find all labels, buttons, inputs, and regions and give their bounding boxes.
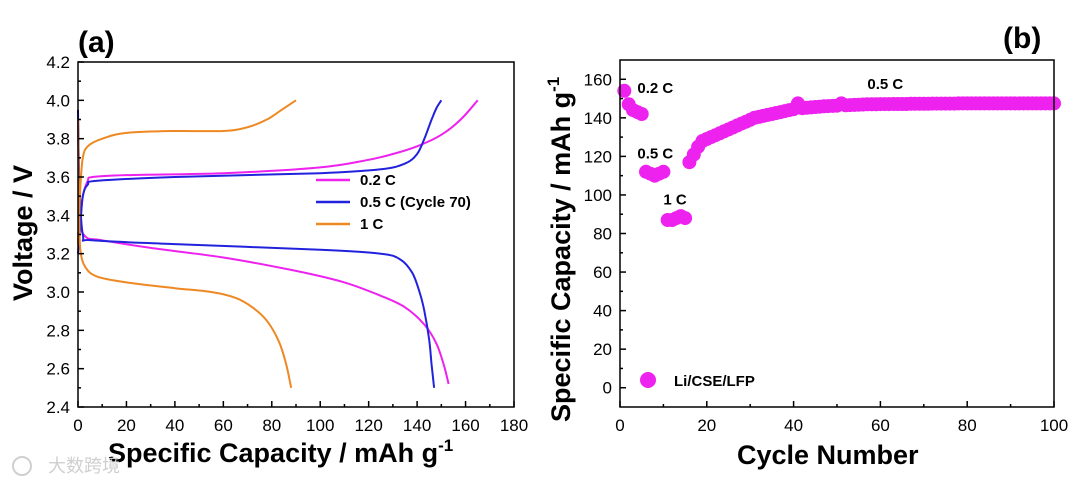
panel-a-x-tick-label: 60 [214,416,233,435]
panel-a-x-tick-label: 20 [117,416,136,435]
data-point [678,211,693,226]
panel-a-label: (a) [78,26,115,59]
panel-b-y-tick-label: 80 [593,225,612,244]
data-point [634,107,649,121]
panel-a-y-tick-label: 2.4 [46,398,70,417]
panel-b-x-tick-label: 100 [1040,416,1068,435]
panel-a-y-tick-label: 3.6 [46,168,70,187]
panel-a-y-tick-label: 3.8 [46,130,70,149]
watermark-text: 大数跨境 [48,456,120,477]
legend-label-0: 0.2 C [360,172,396,189]
panel-b-y-tick-label: 160 [584,70,612,89]
panel-b-y-axis-title: Specific Capacity / mAh g-1 [544,77,576,422]
panel-b-y-tick-label: 120 [584,147,612,166]
panel-b-y-tick-label: 60 [593,263,612,282]
series-0-discharge-line [77,119,450,385]
panel-a-x-tick-label: 140 [403,416,431,435]
panel-a-y-tick-label: 2.8 [46,321,70,340]
panel-a-x-tick-label: 100 [306,416,334,435]
panel-a-x-axis-title: Specific Capacity / mAh g-1 [108,436,453,468]
panel-b-x-tick-label: 60 [871,416,890,435]
legend-label: Li/CSE/LFP [674,373,755,390]
panel-b-x-tick-label: 0 [615,416,624,435]
panel-a-legend: 0.2 C 0.5 C (Cycle 70) 1 C [316,172,471,233]
panel-b-x-axis-title: Cycle Number [737,440,919,470]
legend-label-2: 1 C [360,216,384,233]
series-2-discharge-line [77,119,293,389]
panel-b-y-tick-label: 0 [603,379,612,398]
watermark-logo-icon [12,456,32,476]
panel-b-x-tick-label: 40 [784,416,803,435]
panel-b-legend: Li/CSE/LFP [640,372,755,390]
panel-b-y-tick-label: 140 [584,109,612,128]
data-point [617,83,632,98]
panel-b-y-tick-label: 20 [593,340,612,359]
panel-a-x-tick-label: 180 [500,416,528,435]
panel-a-x-tick-label: 120 [354,416,382,435]
panel-a-y-tick-label: 3.2 [46,245,70,264]
panel-a-x-tick-label: 40 [165,416,184,435]
data-point [656,164,671,179]
panel-a-x-tick-label: 80 [262,416,281,435]
watermark: 大数跨境 [12,456,120,477]
legend-marker [640,372,656,388]
panel-b-label: (b) [1003,22,1041,55]
panel-a-voltage-chart: (a) 0 20 40 60 80 100 120 140 160 180 2.4 2.6 2.8 3.0… [8,26,528,468]
annotation-3: 0.5 C [867,76,903,93]
panel-b-x-tick-label: 80 [958,416,977,435]
panel-a-y-tick-label: 3.0 [46,283,70,302]
series-1-discharge-line [77,109,436,388]
panel-a-y-tick-label: 2.6 [46,360,70,379]
series-1-charge-line [77,99,443,254]
panel-a-x-tick-label: 160 [451,416,479,435]
panel-a-y-tick-label: 4.0 [46,91,70,110]
series-2-charge-line [77,99,297,245]
panel-a-y-tick-label: 4.2 [46,53,70,72]
panel-a-frame [77,61,515,408]
panel-b-x-tick-label: 20 [697,416,716,435]
annotation-2: 1 C [663,192,687,209]
series-0-charge-line [77,99,479,235]
panel-b-y-tick-label: 100 [584,186,612,205]
panel-a-x-tick-label: 0 [73,416,82,435]
panel-a-y-tick-label: 3.4 [46,206,70,225]
annotation-1: 0.5 C [637,145,673,162]
legend-label-1: 0.5 C (Cycle 70) [360,194,471,211]
panel-b-cycling-chart: (b) 0 20 40 60 80 100 0 20 40 60 80 100 120 140 160 0.… [544,22,1068,470]
panel-b-y-tick-label: 40 [593,302,612,321]
annotation-0: 0.2 C [637,80,673,97]
panel-a-y-axis-title: Voltage / V [8,165,38,301]
